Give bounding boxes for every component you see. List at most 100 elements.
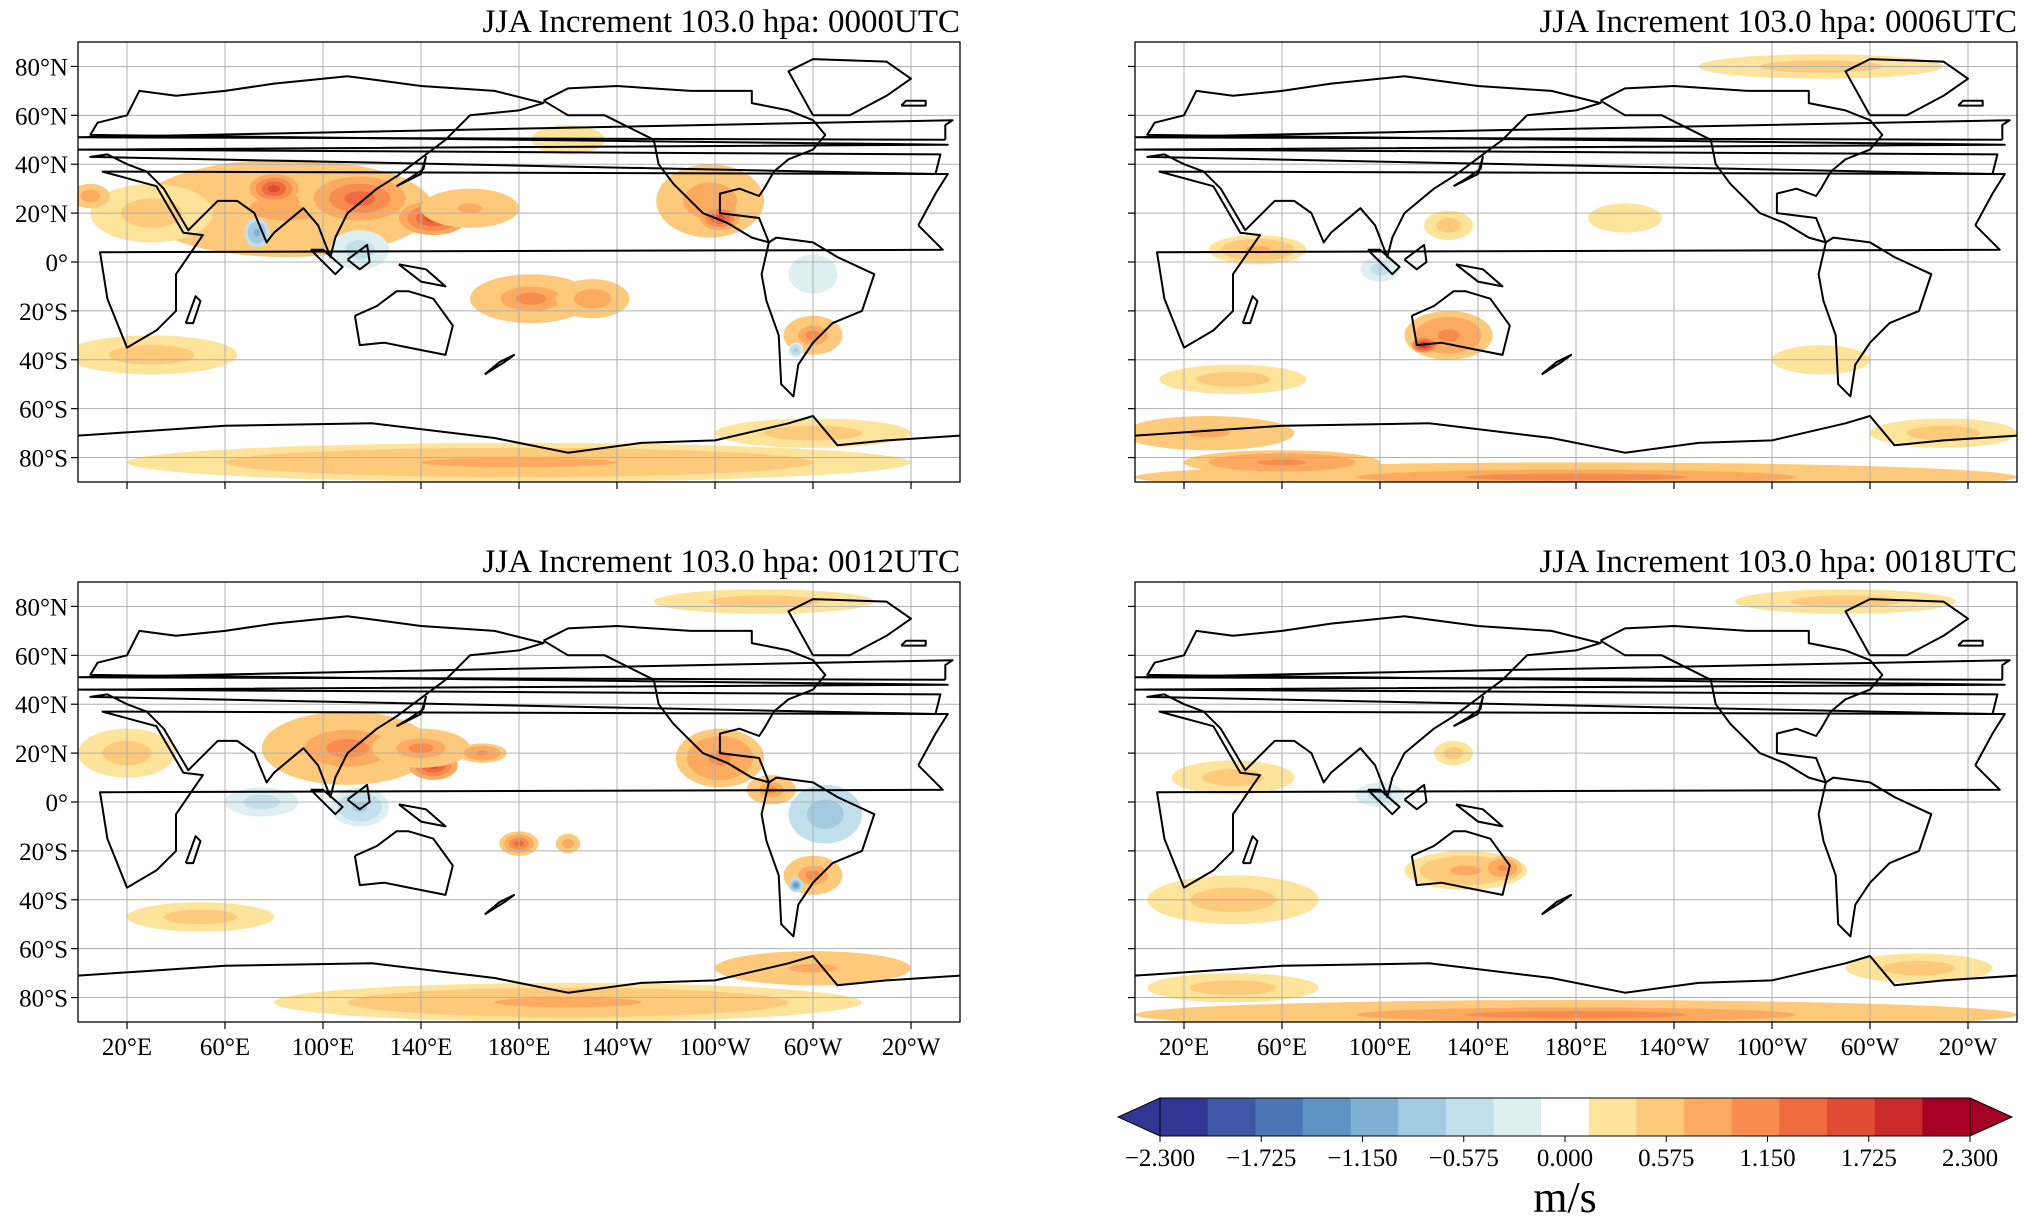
- lat-tick-label: 80°N: [15, 54, 68, 81]
- coastline: [395, 695, 427, 728]
- lat-tick-label: 40°S: [19, 888, 68, 915]
- coastline: [760, 236, 876, 398]
- increment-contour: [267, 185, 281, 193]
- coastline: [1817, 236, 1933, 398]
- panel-title: JJA Increment 103.0 hpa: 0000UTC: [482, 4, 960, 40]
- lat-tick-label: 80°S: [19, 986, 68, 1013]
- colorbar-swatch: [1207, 1098, 1256, 1136]
- coastline: [1410, 830, 1511, 896]
- coastline: [542, 625, 827, 784]
- increment-contour: [1925, 429, 1962, 437]
- coastline: [1957, 99, 1984, 107]
- colorbar-swatch: [1731, 1098, 1780, 1136]
- coastline: [353, 290, 454, 356]
- coastline: [1599, 625, 1884, 784]
- lon-tick-label: 100°W: [679, 1034, 750, 1061]
- colorbar-under-extend: [1116, 1097, 1161, 1137]
- coastline: [346, 243, 371, 271]
- lon-tick-label: 180°E: [488, 1034, 551, 1061]
- lat-tick-label: 0°: [46, 250, 69, 277]
- colorbar-tick-label: −2.300: [1125, 1145, 1195, 1172]
- increment-contour: [253, 229, 260, 237]
- increment-contour: [515, 292, 547, 305]
- colorbar-swatch: [1636, 1098, 1685, 1136]
- coastline: [787, 598, 912, 657]
- coastline: [760, 776, 876, 938]
- panel-title: JJA Increment 103.0 hpa: 0006UTC: [1539, 4, 2017, 40]
- coastline: [78, 659, 954, 681]
- colorbar-swatch: [1827, 1098, 1876, 1136]
- increment-contour: [794, 883, 798, 887]
- coastline: [78, 119, 954, 141]
- increment-contour: [696, 191, 724, 211]
- coastline: [900, 99, 927, 107]
- coastline: [78, 955, 960, 994]
- coastline: [346, 783, 371, 811]
- colorbar-tick-label: −1.725: [1226, 1145, 1296, 1172]
- increment-contour: [1900, 964, 1938, 972]
- coastline: [484, 893, 516, 916]
- lon-tick-label: 180°E: [1545, 1034, 1608, 1061]
- coastline: [1241, 295, 1259, 325]
- coastline: [1452, 155, 1484, 188]
- increment-contour: [130, 350, 173, 360]
- lon-tick-label: 100°E: [292, 1034, 355, 1061]
- lat-tick-label: 20°S: [19, 299, 68, 326]
- coastline: [1241, 835, 1259, 865]
- coastline: [1455, 803, 1504, 828]
- increment-contour: [564, 841, 572, 846]
- coastline: [1452, 695, 1484, 728]
- increment-contour: [1442, 221, 1455, 229]
- map-panel-0012UTC: 80°N 60°N 40°N 20°N 0° 20°S 40°S 60°S 80°S 20°E 60…: [15, 544, 961, 1061]
- colorbar-tick-label: 0.575: [1638, 1145, 1694, 1172]
- increment-contour: [1615, 214, 1635, 222]
- coastline: [1135, 75, 2006, 259]
- colorbar-swatch: [1588, 1098, 1637, 1136]
- lon-tick-label: 20°E: [102, 1034, 152, 1061]
- coastline: [1367, 248, 1401, 276]
- lat-tick-label: 20°N: [15, 741, 68, 768]
- coastline: [353, 830, 454, 896]
- increment-contour: [352, 802, 368, 812]
- coastline: [484, 353, 516, 376]
- lat-tick-label: 60°N: [15, 643, 68, 670]
- lon-tick-label: 20°W: [1939, 1034, 1998, 1061]
- colorbar-swatch: [1541, 1098, 1590, 1136]
- lat-tick-label: 0°: [46, 790, 69, 817]
- colorbar-swatch: [1874, 1098, 1923, 1136]
- coastline: [1135, 119, 2011, 141]
- lat-tick-label: 80°S: [19, 446, 68, 473]
- colorbar-swatch: [1160, 1098, 1209, 1136]
- colorbar-tick-label: 2.300: [1942, 1145, 1998, 1172]
- lon-tick-label: 100°W: [1736, 1034, 1807, 1061]
- colorbar-swatch: [1398, 1098, 1447, 1136]
- lon-tick-label: 20°E: [1159, 1034, 1209, 1061]
- lat-tick-label: 60°S: [19, 397, 68, 424]
- coastline: [1403, 783, 1428, 811]
- increment-contour: [1817, 598, 1874, 605]
- colorbar-swatch: [1684, 1098, 1733, 1136]
- increment-contour: [182, 913, 219, 921]
- lon-tick-label: 100°E: [1349, 1034, 1412, 1061]
- coastline: [900, 639, 927, 647]
- lat-tick-label: 40°N: [15, 152, 68, 179]
- coastline: [398, 803, 447, 828]
- coastline: [78, 75, 949, 259]
- increment-contour: [1211, 984, 1255, 992]
- lon-tick-label: 140°E: [1447, 1034, 1510, 1061]
- colorbar-swatch: [1445, 1098, 1495, 1136]
- coastline: [787, 58, 912, 117]
- colorbar: −2.300 −1.725 −1.150 −0.575 0.000 0.575 1.150 1…: [1116, 1097, 2014, 1222]
- map-panel-0006UTC: JJA Increment 103.0 hpa: 0006UTC: [1128, 4, 2018, 489]
- coastline: [1135, 955, 2017, 994]
- map-panel-0018UTC: 20°E 60°E 100°E 140°E 180°E 140°W 100°W 60°W 20°…: [1128, 544, 2018, 1061]
- increment-contour: [494, 997, 642, 1008]
- colorbar-tick-label: 1.150: [1739, 1145, 1795, 1172]
- coastline: [184, 835, 202, 865]
- lat-tick-label: 60°N: [15, 103, 68, 130]
- coastline: [1844, 58, 1969, 117]
- coastline: [1599, 85, 1884, 244]
- colorbar-swatch: [1493, 1098, 1542, 1136]
- lat-tick-label: 20°N: [15, 201, 68, 228]
- lon-tick-label: 60°E: [1257, 1034, 1307, 1061]
